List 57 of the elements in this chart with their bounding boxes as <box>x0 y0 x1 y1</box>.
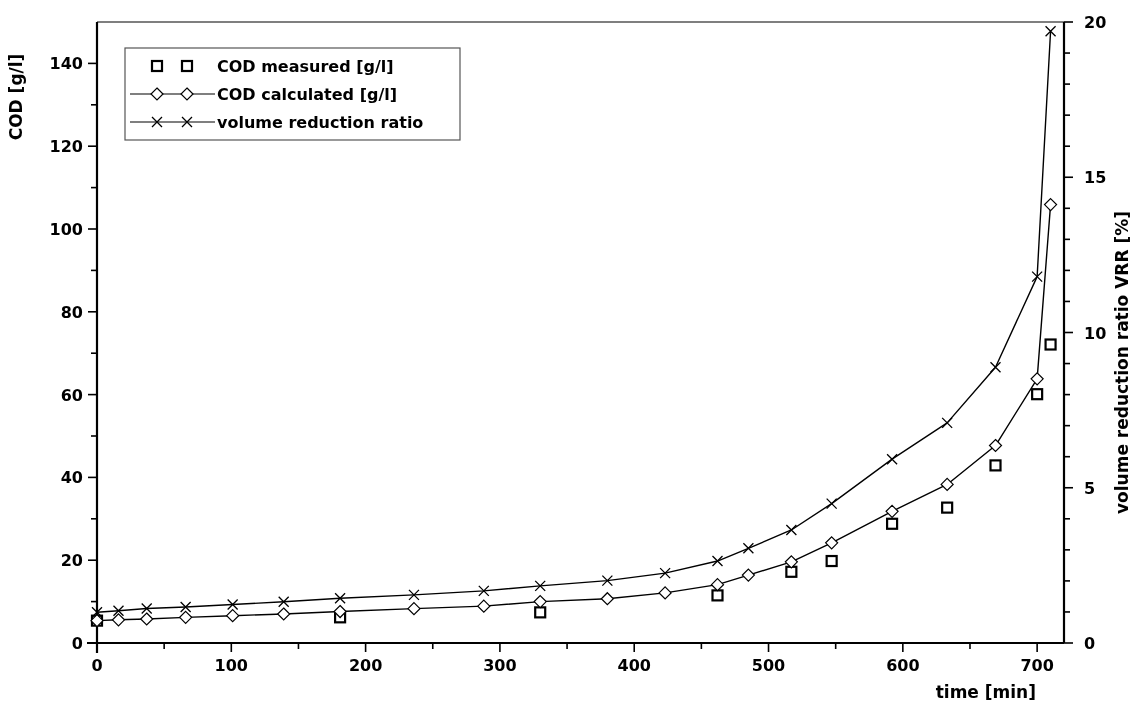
point <box>333 604 347 619</box>
y2-axis-title: volume reduction ratio VRR [%] <box>1112 210 1132 515</box>
y2-tick-label: 5 <box>1084 478 1096 498</box>
point <box>333 611 347 624</box>
x-tick-label: 300 <box>483 656 517 675</box>
y-tick-label: 120 <box>49 137 83 157</box>
point <box>407 602 421 616</box>
point <box>825 554 838 568</box>
point <box>1044 338 1057 351</box>
y-tick-label: 140 <box>49 54 83 74</box>
point <box>534 606 547 619</box>
point <box>885 504 899 518</box>
y-tick-label: 0 <box>71 634 83 653</box>
x-tick-label: 400 <box>617 656 651 675</box>
point <box>600 592 614 606</box>
point <box>1030 372 1044 386</box>
point <box>658 586 672 600</box>
y-tick-label: 80 <box>60 302 83 322</box>
point <box>941 501 954 514</box>
point <box>710 578 725 592</box>
y-tick-label: 40 <box>60 468 83 488</box>
x-tick-label: 200 <box>348 656 383 675</box>
legend-label: COD measured [g/l] <box>217 57 394 76</box>
x-axis-title: time [min] <box>935 682 1036 702</box>
point <box>140 612 154 626</box>
point <box>277 607 291 621</box>
legend-label: volume reduction ratio <box>217 113 424 132</box>
point <box>1031 388 1044 401</box>
y2-tick-label: 20 <box>1084 13 1107 32</box>
y-tick-label: 100 <box>49 220 83 239</box>
x-tick-label: 500 <box>751 656 786 675</box>
point <box>988 438 1003 453</box>
y2-tick-label: 10 <box>1084 323 1107 343</box>
y-tick-label: 20 <box>60 551 83 571</box>
x-tick-label: 0 <box>91 656 103 675</box>
point <box>784 555 798 569</box>
point <box>825 536 839 550</box>
x-tick-label: 600 <box>886 656 920 675</box>
point <box>477 599 491 613</box>
y-axis-title: COD [g/l] <box>6 53 26 141</box>
legend-label: COD calculated [g/l] <box>217 85 398 104</box>
point <box>226 609 240 623</box>
y2-tick-label: 0 <box>1084 634 1096 653</box>
y2-tick-label: 15 <box>1084 168 1107 188</box>
point <box>711 589 724 602</box>
point <box>111 613 126 627</box>
point <box>741 568 755 582</box>
point <box>989 459 1002 472</box>
point <box>179 610 193 624</box>
y-tick-label: 60 <box>60 385 83 405</box>
point <box>885 517 899 530</box>
point <box>785 565 798 578</box>
x-tick-label: 100 <box>214 656 249 675</box>
point <box>533 595 547 609</box>
point <box>1043 197 1058 212</box>
x-tick-label: 700 <box>1020 656 1054 675</box>
point <box>940 477 954 492</box>
